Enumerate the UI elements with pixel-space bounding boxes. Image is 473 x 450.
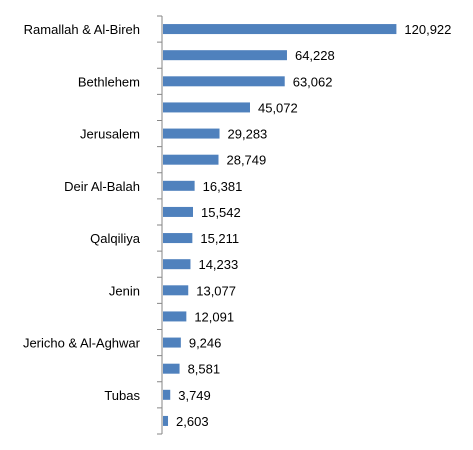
bar xyxy=(163,76,285,87)
data-label: 12,091 xyxy=(194,309,234,324)
data-label: 14,233 xyxy=(198,257,238,272)
bar xyxy=(163,389,171,400)
data-label: 16,381 xyxy=(203,179,243,194)
data-label: 63,062 xyxy=(293,74,333,89)
data-label: 120,922 xyxy=(404,22,451,37)
bar xyxy=(163,102,250,113)
data-label: 45,072 xyxy=(258,100,298,115)
bar xyxy=(163,285,189,296)
data-label: 13,077 xyxy=(196,283,236,298)
bar xyxy=(163,311,187,322)
data-label: 9,246 xyxy=(189,336,222,351)
bar xyxy=(163,180,195,191)
category-tick-label: Tubas xyxy=(104,388,140,403)
bar xyxy=(163,50,287,61)
category-tick-label: Bethlehem xyxy=(78,74,140,89)
bar xyxy=(163,259,191,270)
bar xyxy=(163,154,219,165)
bar xyxy=(163,24,397,35)
category-tick-label: Jericho & Al-Aghwar xyxy=(23,336,141,351)
bar xyxy=(163,415,169,426)
category-axis xyxy=(157,15,163,435)
data-label: 15,542 xyxy=(201,205,241,220)
category-tick-label: Jerusalem xyxy=(80,127,140,142)
bar xyxy=(163,128,220,139)
data-label: 15,211 xyxy=(200,231,239,246)
category-tick-label: Qalqiliya xyxy=(90,231,141,246)
category-tick-label: Deir Al-Balah xyxy=(64,179,140,194)
data-label: 2,603 xyxy=(176,414,209,429)
category-tick-label: Jenin xyxy=(109,283,140,298)
category-tick-label: Ramallah & Al-Bireh xyxy=(24,22,140,37)
bar xyxy=(163,363,180,374)
labels: 120,922 Ramallah & Al-Bireh 64,228 63,062 Be… xyxy=(23,22,451,429)
data-label: 64,228 xyxy=(295,48,335,63)
bar xyxy=(163,206,193,217)
data-label: 8,581 xyxy=(188,362,221,377)
bar xyxy=(163,337,181,348)
data-label: 28,749 xyxy=(226,153,266,168)
bars xyxy=(163,24,397,426)
data-label: 29,283 xyxy=(228,127,268,142)
data-label: 3,749 xyxy=(178,388,211,403)
bar xyxy=(163,233,193,244)
